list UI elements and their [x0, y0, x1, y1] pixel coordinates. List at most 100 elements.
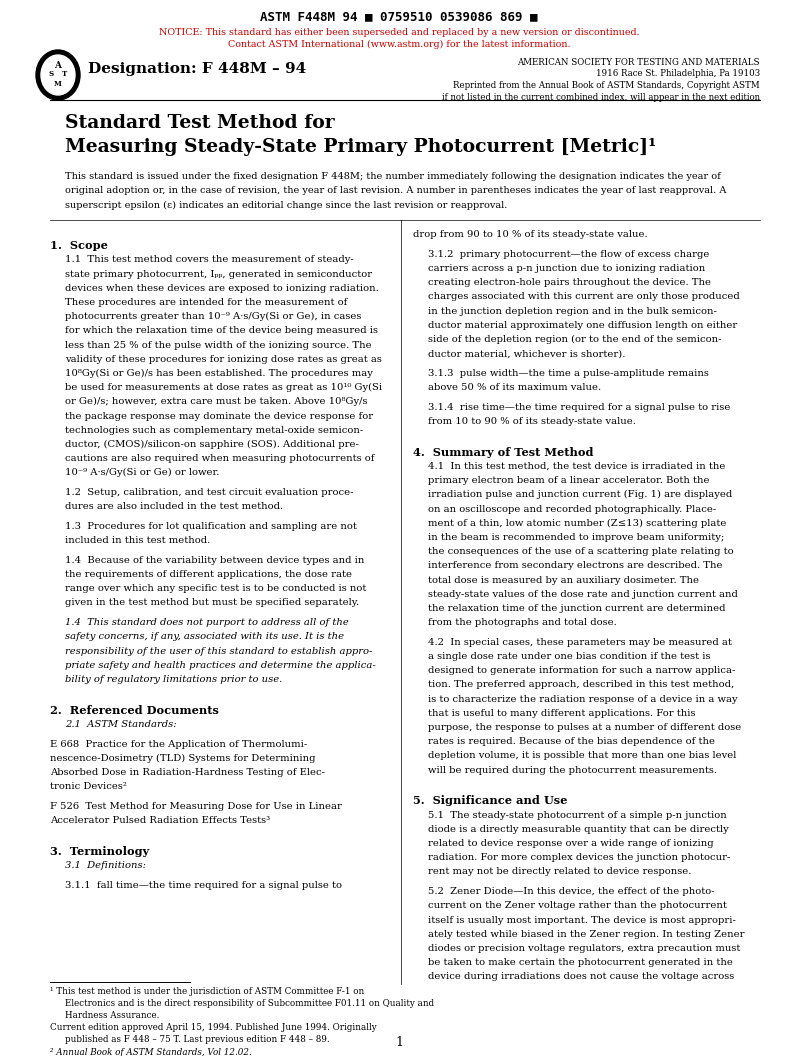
- Text: will be required during the photocurrent measurements.: will be required during the photocurrent…: [428, 766, 717, 775]
- Text: drop from 90 to 10 % of its steady-state value.: drop from 90 to 10 % of its steady-state…: [413, 230, 648, 239]
- Text: that is useful to many different applications. For this: that is useful to many different applica…: [428, 709, 696, 718]
- Text: 5.  Significance and Use: 5. Significance and Use: [413, 795, 567, 807]
- Text: 5.2  Zener Diode—In this device, the effect of the photo-: 5.2 Zener Diode—In this device, the effe…: [428, 887, 715, 897]
- Text: responsibility of the user of this standard to establish appro-: responsibility of the user of this stand…: [65, 646, 373, 656]
- Text: tronic Devices²: tronic Devices²: [50, 782, 127, 791]
- Text: given in the test method but must be specified separately.: given in the test method but must be spe…: [65, 599, 359, 607]
- Text: 4.2  In special cases, these parameters may be measured at: 4.2 In special cases, these parameters m…: [428, 638, 732, 647]
- Text: diode is a directly measurable quantity that can be directly: diode is a directly measurable quantity …: [428, 825, 729, 834]
- Text: less than 25 % of the pulse width of the ionizing source. The: less than 25 % of the pulse width of the…: [65, 340, 372, 350]
- Text: Standard Test Method for: Standard Test Method for: [65, 114, 334, 132]
- Text: A: A: [54, 60, 61, 70]
- Text: 3.1.3  pulse width—the time a pulse-amplitude remains: 3.1.3 pulse width—the time a pulse-ampli…: [428, 369, 709, 378]
- Text: 3.1.2  primary photocurrent—the flow of excess charge: 3.1.2 primary photocurrent—the flow of e…: [428, 249, 709, 259]
- Text: Contact ASTM International (www.astm.org) for the latest information.: Contact ASTM International (www.astm.org…: [227, 40, 571, 50]
- Text: ately tested while biased in the Zener region. In testing Zener: ately tested while biased in the Zener r…: [428, 929, 745, 939]
- Text: the package response may dominate the device response for: the package response may dominate the de…: [65, 412, 373, 420]
- Text: in the beam is recommended to improve beam uniformity;: in the beam is recommended to improve be…: [428, 533, 725, 542]
- Text: the consequences of the use of a scattering plate relating to: the consequences of the use of a scatter…: [428, 547, 733, 557]
- Text: state primary photocurrent, Iₚₚ, generated in semiconductor: state primary photocurrent, Iₚₚ, generat…: [65, 269, 372, 279]
- Text: 1.  Scope: 1. Scope: [50, 240, 108, 251]
- Text: 1: 1: [395, 1036, 403, 1049]
- Text: Accelerator Pulsed Radiation Effects Tests³: Accelerator Pulsed Radiation Effects Tes…: [50, 816, 271, 825]
- Text: diodes or precision voltage regulators, extra precaution must: diodes or precision voltage regulators, …: [428, 944, 741, 953]
- Text: Hardness Assurance.: Hardness Assurance.: [65, 1011, 160, 1020]
- Text: Measuring Steady-State Primary Photocurrent [Metric]¹: Measuring Steady-State Primary Photocurr…: [65, 138, 656, 156]
- Text: depletion volume, it is possible that more than one bias level: depletion volume, it is possible that mo…: [428, 752, 737, 760]
- Text: superscript epsilon (ε) indicates an editorial change since the last revision or: superscript epsilon (ε) indicates an edi…: [65, 201, 508, 209]
- Text: NOTICE: This standard has either been superseded and replaced by a new version o: NOTICE: This standard has either been su…: [159, 29, 639, 37]
- Text: devices when these devices are exposed to ionizing radiation.: devices when these devices are exposed t…: [65, 284, 379, 293]
- Text: on an oscilloscope and recorded photographically. Place-: on an oscilloscope and recorded photogra…: [428, 505, 717, 513]
- Text: side of the depletion region (or to the end of the semicon-: side of the depletion region (or to the …: [428, 335, 721, 344]
- Text: current on the Zener voltage rather than the photocurrent: current on the Zener voltage rather than…: [428, 902, 727, 910]
- Text: 10⁸Gy(Si or Ge)/s has been established. The procedures may: 10⁸Gy(Si or Ge)/s has been established. …: [65, 369, 373, 378]
- Text: 1.2  Setup, calibration, and test circuit evaluation proce-: 1.2 Setup, calibration, and test circuit…: [65, 488, 354, 497]
- Text: cautions are also required when measuring photocurrents of: cautions are also required when measurin…: [65, 454, 374, 464]
- Ellipse shape: [41, 55, 75, 95]
- Text: itself is usually most important. The device is most appropri-: itself is usually most important. The de…: [428, 916, 736, 925]
- Text: in the junction depletion region and in the bulk semicon-: in the junction depletion region and in …: [428, 306, 717, 316]
- Text: Current edition approved April 15, 1994. Published June 1994. Originally: Current edition approved April 15, 1994.…: [50, 1023, 377, 1033]
- Text: tion. The preferred approach, described in this test method,: tion. The preferred approach, described …: [428, 680, 734, 690]
- Text: related to device response over a wide range of ionizing: related to device response over a wide r…: [428, 840, 713, 848]
- Text: 1916 Race St. Philadelphia, Pa 19103: 1916 Race St. Philadelphia, Pa 19103: [596, 70, 760, 78]
- Text: 1.1  This test method covers the measurement of steady-: 1.1 This test method covers the measurem…: [65, 256, 354, 264]
- Text: ment of a thin, low atomic number (Z≤13) scattering plate: ment of a thin, low atomic number (Z≤13)…: [428, 518, 726, 528]
- Text: irradiation pulse and junction current (Fig. 1) are displayed: irradiation pulse and junction current (…: [428, 490, 733, 499]
- Text: T: T: [62, 70, 68, 78]
- Text: technologies such as complementary metal-oxide semicon-: technologies such as complementary metal…: [65, 426, 363, 435]
- Text: dures are also included in the test method.: dures are also included in the test meth…: [65, 503, 283, 511]
- Text: 10⁻⁹ A·s/Gy(Si or Ge) or lower.: 10⁻⁹ A·s/Gy(Si or Ge) or lower.: [65, 468, 219, 477]
- Text: 1.4  This standard does not purport to address all of the: 1.4 This standard does not purport to ad…: [65, 618, 349, 627]
- Text: S: S: [49, 70, 53, 78]
- Text: device during irradiations does not cause the voltage across: device during irradiations does not caus…: [428, 973, 734, 981]
- Text: 4.1  In this test method, the test device is irradiated in the: 4.1 In this test method, the test device…: [428, 461, 725, 471]
- Text: 2.  Referenced Documents: 2. Referenced Documents: [50, 704, 219, 716]
- Text: These procedures are intended for the measurement of: These procedures are intended for the me…: [65, 298, 347, 307]
- Text: rent may not be directly related to device response.: rent may not be directly related to devi…: [428, 867, 691, 876]
- Text: interference from secondary electrons are described. The: interference from secondary electrons ar…: [428, 562, 722, 570]
- Text: for which the relaxation time of the device being measured is: for which the relaxation time of the dev…: [65, 326, 378, 336]
- Text: carriers across a p-n junction due to ionizing radiation: carriers across a p-n junction due to io…: [428, 264, 705, 272]
- Text: above 50 % of its maximum value.: above 50 % of its maximum value.: [428, 383, 601, 392]
- Text: designed to generate information for such a narrow applica-: designed to generate information for suc…: [428, 666, 736, 675]
- Text: 4.  Summary of Test Method: 4. Summary of Test Method: [413, 447, 594, 457]
- Text: the relaxation time of the junction current are determined: the relaxation time of the junction curr…: [428, 604, 725, 612]
- Text: total dose is measured by an auxiliary dosimeter. The: total dose is measured by an auxiliary d…: [428, 576, 699, 585]
- Text: from 10 to 90 % of its steady-state value.: from 10 to 90 % of its steady-state valu…: [428, 417, 636, 426]
- Text: range over which any specific test is to be conducted is not: range over which any specific test is to…: [65, 584, 366, 593]
- Text: steady-state values of the dose rate and junction current and: steady-state values of the dose rate and…: [428, 589, 738, 599]
- Text: E 668  Practice for the Application of Thermolumi-: E 668 Practice for the Application of Th…: [50, 739, 307, 749]
- Text: bility of regulatory limitations prior to use.: bility of regulatory limitations prior t…: [65, 675, 282, 684]
- Text: Absorbed Dose in Radiation-Hardness Testing of Elec-: Absorbed Dose in Radiation-Hardness Test…: [50, 768, 325, 777]
- Text: charges associated with this current are only those produced: charges associated with this current are…: [428, 293, 740, 301]
- Text: primary electron beam of a linear accelerator. Both the: primary electron beam of a linear accele…: [428, 476, 709, 485]
- Text: Electronics and is the direct responsibility of Subcommittee F01.11 on Quality a: Electronics and is the direct responsibi…: [65, 999, 434, 1007]
- Text: priate safety and health practices and determine the applica-: priate safety and health practices and d…: [65, 661, 376, 670]
- Text: nescence-Dosimetry (TLD) Systems for Determining: nescence-Dosimetry (TLD) Systems for Det…: [50, 754, 315, 762]
- Text: is to characterize the radiation response of a device in a way: is to characterize the radiation respons…: [428, 695, 737, 703]
- Text: ductor, (CMOS)/silicon-on sapphire (SOS). Additional pre-: ductor, (CMOS)/silicon-on sapphire (SOS)…: [65, 440, 359, 449]
- Text: photocurrents greater than 10⁻⁹ A·s/Gy(Si or Ge), in cases: photocurrents greater than 10⁻⁹ A·s/Gy(S…: [65, 313, 361, 321]
- Text: Designation: F 448M – 94: Designation: F 448M – 94: [88, 62, 306, 76]
- Text: ASTM F448M 94 ■ 0759510 0539086 869 ■: ASTM F448M 94 ■ 0759510 0539086 869 ■: [260, 10, 538, 23]
- Text: included in this test method.: included in this test method.: [65, 536, 210, 545]
- Text: purpose, the response to pulses at a number of different dose: purpose, the response to pulses at a num…: [428, 723, 741, 732]
- Text: ² Annual Book of ASTM Standards, Vol 12.02.: ² Annual Book of ASTM Standards, Vol 12.…: [50, 1048, 251, 1056]
- Text: creating electron-hole pairs throughout the device. The: creating electron-hole pairs throughout …: [428, 278, 711, 287]
- Text: a single dose rate under one bias condition if the test is: a single dose rate under one bias condit…: [428, 652, 710, 661]
- Text: 1.3  Procedures for lot qualification and sampling are not: 1.3 Procedures for lot qualification and…: [65, 522, 357, 531]
- Text: original adoption or, in the case of revision, the year of last revision. A numb: original adoption or, in the case of rev…: [65, 186, 726, 195]
- Text: if not listed in the current combined index, will appear in the next edition: if not listed in the current combined in…: [442, 93, 760, 101]
- Text: 5.1  The steady-state photocurrent of a simple p-n junction: 5.1 The steady-state photocurrent of a s…: [428, 811, 727, 819]
- Text: the requirements of different applications, the dose rate: the requirements of different applicatio…: [65, 570, 352, 579]
- Text: F 526  Test Method for Measuring Dose for Use in Linear: F 526 Test Method for Measuring Dose for…: [50, 802, 342, 811]
- Text: Reprinted from the Annual Book of ASTM Standards, Copyright ASTM: Reprinted from the Annual Book of ASTM S…: [453, 81, 760, 90]
- Text: ¹ This test method is under the jurisdiction of ASTM Committee F-1 on: ¹ This test method is under the jurisdic…: [50, 987, 364, 996]
- Text: be used for measurements at dose rates as great as 10¹⁰ Gy(Si: be used for measurements at dose rates a…: [65, 383, 382, 392]
- Text: AMERICAN SOCIETY FOR TESTING AND MATERIALS: AMERICAN SOCIETY FOR TESTING AND MATERIA…: [517, 58, 760, 67]
- Text: ductor material approximately one diffusion length on either: ductor material approximately one diffus…: [428, 321, 737, 329]
- Text: from the photographs and total dose.: from the photographs and total dose.: [428, 618, 617, 627]
- Text: 3.1  Definitions:: 3.1 Definitions:: [65, 861, 146, 870]
